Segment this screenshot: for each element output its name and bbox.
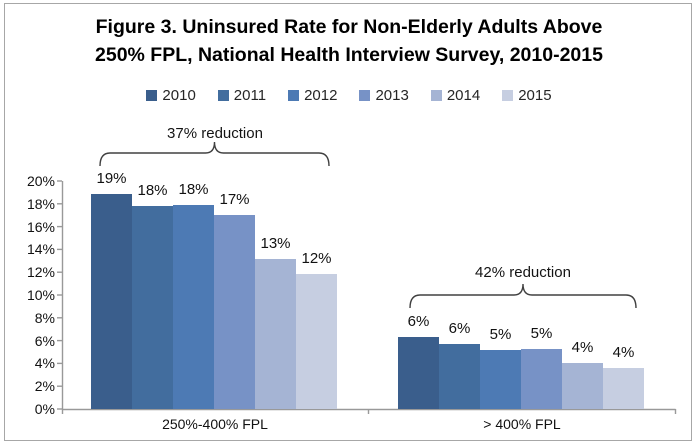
bar-label-2010-group-1: 6% — [407, 313, 430, 331]
bar-2015-group-0 — [296, 274, 337, 409]
reduction-brace-1 — [409, 283, 637, 309]
legend-swatch-2010 — [146, 90, 158, 101]
y-tick-label-14%: 14% — [26, 241, 55, 258]
annotation-42-reduction: 42% reduction — [475, 264, 571, 281]
bar-2015-group-1 — [603, 367, 644, 409]
chart-title: Figure 3. Uninsured Rate for Non-Elderly… — [0, 13, 698, 69]
legend-label-2012: 2012 — [304, 87, 338, 104]
legend-swatch-2011 — [217, 90, 229, 101]
y-tick-label-4%: 4% — [34, 355, 55, 372]
x-category-label-250-400-fpl: 250%-400% FPL — [162, 416, 268, 432]
bar-label-2011-group-1: 6% — [448, 320, 471, 338]
legend-item-2014: 2014 — [430, 87, 481, 104]
y-tick-label-8%: 8% — [34, 309, 55, 326]
legend-swatch-2015 — [502, 90, 514, 101]
y-tick-label-2%: 2% — [34, 378, 55, 395]
legend: 2010 2011 2012 2013 2014 2015 — [0, 87, 698, 104]
bar-label-2015-group-0: 12% — [301, 250, 332, 268]
bar-2013-group-0 — [214, 215, 255, 409]
y-tick-label-20%: 20% — [26, 173, 55, 189]
bar-label-2013-group-0: 17% — [219, 191, 250, 209]
y-tick-label-16%: 16% — [26, 218, 55, 235]
bar-2014-group-1 — [562, 363, 603, 409]
chart-title-line-1: Figure 3. Uninsured Rate for Non-Elderly… — [95, 16, 603, 38]
bar-label-2014-group-1: 4% — [571, 339, 594, 357]
legend-item-2015: 2015 — [502, 87, 552, 104]
y-tick-label-18%: 18% — [26, 195, 55, 212]
legend-swatch-2012 — [288, 90, 300, 101]
bar-label-2012-group-0: 18% — [178, 180, 209, 198]
bar-label-2010-group-0: 19% — [96, 169, 127, 187]
y-tick-label-10%: 10% — [26, 287, 55, 303]
bar-label-2011-group-0: 18% — [137, 182, 168, 200]
legend-swatch-2014 — [430, 90, 442, 101]
legend-swatch-2013 — [359, 90, 371, 101]
bar-2010-group-0 — [91, 193, 132, 409]
reduction-brace-0 — [99, 141, 330, 167]
y-tick-label-6%: 6% — [34, 332, 55, 349]
bar-2011-group-1 — [439, 344, 480, 409]
bar-2011-group-0 — [132, 206, 173, 409]
y-tick-label-12%: 12% — [26, 264, 55, 281]
bar-label-2012-group-1: 5% — [489, 325, 512, 343]
legend-label-2013: 2013 — [375, 87, 409, 104]
legend-item-2010: 2010 — [146, 87, 196, 104]
bar-2013-group-1 — [521, 348, 562, 409]
legend-item-2012: 2012 — [288, 87, 337, 104]
bar-label-2014-group-0: 13% — [260, 234, 291, 252]
bar-2012-group-1 — [480, 349, 521, 409]
bar-2012-group-0 — [173, 204, 214, 409]
legend-label-2010: 2010 — [162, 87, 196, 104]
legend-item-2011: 2011 — [217, 87, 267, 104]
legend-label-2014: 2014 — [446, 87, 481, 104]
bar-2014-group-0 — [255, 258, 296, 409]
bar-label-2015-group-1: 4% — [612, 343, 635, 361]
y-tick-label-0%: 0% — [34, 401, 55, 417]
annotation-37-reduction: 37% reduction — [167, 125, 263, 142]
legend-item-2013: 2013 — [359, 87, 409, 104]
bar-2010-group-1 — [398, 337, 439, 409]
chart-border-frame — [4, 3, 692, 441]
x-category-label-over-400-fpl: > 400% FPL — [483, 416, 561, 432]
legend-label-2011: 2011 — [233, 87, 267, 104]
chart-title-line-2: 250% FPL, National Health Interview Surv… — [95, 44, 603, 66]
bar-label-2013-group-1: 5% — [530, 324, 553, 342]
legend-label-2015: 2015 — [518, 87, 552, 104]
